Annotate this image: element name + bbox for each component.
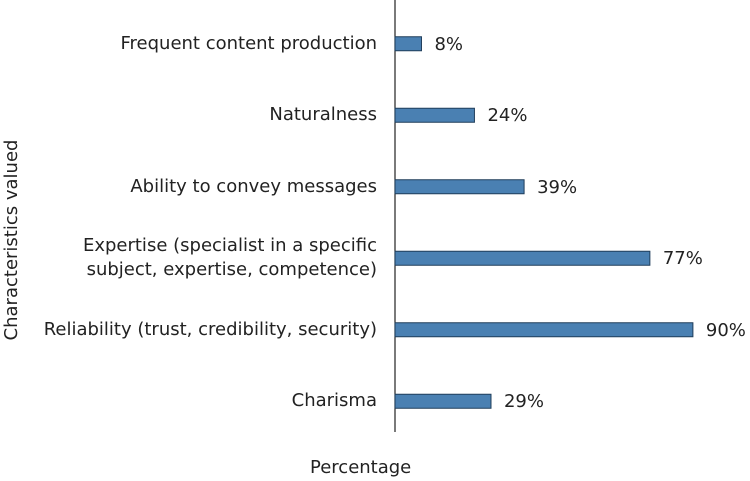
- x-axis-title: Percentage: [310, 457, 412, 478]
- y-tick-label: Expertise (specialist in a specific subj…: [82, 235, 377, 281]
- bar: [394, 250, 651, 266]
- bar: [394, 179, 525, 195]
- y-tick-label: Naturalness: [269, 104, 377, 126]
- value-label: 24%: [487, 105, 528, 127]
- bar: [394, 107, 475, 123]
- value-label: 29%: [503, 391, 544, 413]
- value-label: 90%: [705, 319, 746, 341]
- y-tick-label: Ability to convey messages: [130, 175, 377, 197]
- bar: [394, 322, 694, 338]
- y-tick-label: Charisma: [291, 390, 377, 412]
- value-label: 77%: [662, 248, 703, 270]
- y-tick-label: Frequent content production: [120, 32, 377, 54]
- bar: [394, 36, 422, 52]
- y-axis-title: Characteristics valued: [1, 139, 22, 341]
- y-tick-label: Reliability (trust, credibility, securit…: [43, 318, 377, 340]
- value-label: 8%: [434, 33, 464, 55]
- value-label: 39%: [537, 176, 578, 198]
- bar: [394, 393, 492, 409]
